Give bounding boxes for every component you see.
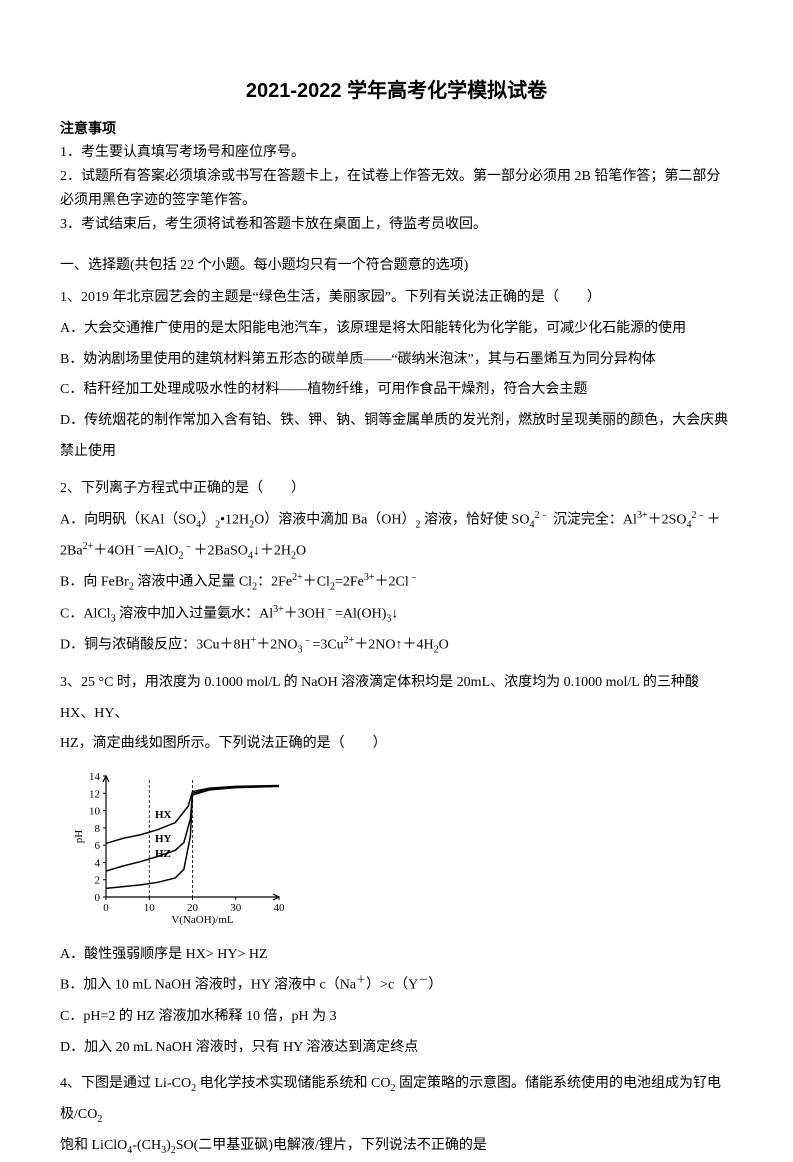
- t: ↓＋2H: [253, 544, 291, 559]
- svg-text:pH: pH: [73, 830, 85, 844]
- t: ）: [201, 512, 215, 527]
- notice-item-2: 2．试题所有答案必须填涂或书写在答题卡上，在试卷上作答无效。第一部分必须用 2B…: [60, 165, 733, 213]
- t: O: [296, 544, 306, 559]
- t: ）: [428, 978, 442, 993]
- q1-stem: 1、2019 年北京园艺会的主题是“绿色生活，美丽家园”。下列有关说法正确的是（…: [60, 283, 733, 314]
- q3-opt-a: A．酸性强弱顺序是 HX> HY> HZ: [60, 940, 733, 971]
- t: ＋2NO: [256, 638, 297, 653]
- t: A．向明矾（KAl（SO: [60, 512, 196, 527]
- q2-opt-a: A．向明矾（KAl（SO4）2•12H2O）溶液中滴加 Ba（OH）2 溶液，恰…: [60, 505, 733, 568]
- t: =3Cu: [312, 638, 343, 653]
- svg-text:HZ: HZ: [155, 848, 171, 860]
- svg-text:8: 8: [95, 823, 101, 835]
- t: ＋2NO↑＋4H: [354, 638, 433, 653]
- q2-opt-b: B．向 FeBr2 溶液中通入足量 Cl2：2Fe2+＋Cl2=2Fe3+＋2C…: [60, 567, 733, 598]
- t: C．AlCl: [60, 607, 111, 622]
- q3-opt-d: D．加入 20 mL NaOH 溶液时，只有 HY 溶液达到滴定终点: [60, 1033, 733, 1064]
- t: -(CH: [132, 1138, 161, 1153]
- t: =Al(OH): [335, 607, 386, 622]
- svg-text:10: 10: [144, 902, 156, 914]
- svg-text:14: 14: [89, 771, 101, 783]
- t: HZ，滴定曲线如图所示。下列说法正确的是（ ）: [60, 736, 387, 751]
- notice-heading: 注意事项: [60, 119, 733, 141]
- q1-opt-a: A．大会交通推广使用的是太阳能电池汽车，该原理是将太阳能转化为化学能，可减少化石…: [60, 314, 733, 345]
- q1-quote-text: 绿色生活，美丽家园: [259, 290, 385, 305]
- notice-item-3: 3．考试结束后，考生须将试卷和答题卡放在桌面上，待监考员收回。: [60, 213, 733, 237]
- t: ═AlO: [144, 544, 178, 559]
- svg-text:20: 20: [187, 902, 199, 914]
- q1-stem-prefix: 1、2019 年北京园艺会的主题是: [60, 290, 253, 305]
- t: 溶液，恰好使 SO: [421, 512, 530, 527]
- q4-stem: 4、下图是通过 Li-CO2 电化学技术实现储能系统和 CO2 固定策略的示意图…: [60, 1069, 733, 1161]
- t: B．加入 10 mL NaOH 溶液时，HY 溶液中 c（Na: [60, 978, 356, 993]
- t: ＋3OH: [284, 607, 325, 622]
- svg-text:40: 40: [274, 902, 286, 914]
- t: ）>c（Y: [366, 978, 418, 993]
- t: 溶液中通入足量 Cl: [134, 575, 252, 590]
- titration-chart: 0 2 4 6 8 10 12 14 0 10 20 30 40 HX HY HZ V(NaOH)/mL pH: [70, 770, 733, 933]
- notice-item-1: 1．考生要认真填写考场号和座位序号。: [60, 141, 733, 165]
- q2-opt-d: D．铜与浓硝酸反应：3Cu＋8H+＋2NO3﹣=3Cu2+＋2NO↑＋4H2O: [60, 630, 733, 661]
- t: SO(二甲基亚砜)电解液/锂片，下列说法不正确的是: [176, 1138, 487, 1153]
- svg-text:HX: HX: [155, 809, 172, 821]
- svg-text:0: 0: [95, 892, 101, 904]
- t: •12H: [220, 512, 249, 527]
- svg-text:0: 0: [103, 902, 109, 914]
- t: 4、下图是通过 Li-CO: [60, 1076, 191, 1091]
- q3-opt-c: C．pH=2 的 HZ 溶液加水稀释 10 倍，pH 为 3: [60, 1002, 733, 1033]
- t: ＋2Cl: [375, 575, 409, 590]
- t: ↓: [391, 607, 398, 622]
- t: ＋4OH: [93, 544, 134, 559]
- t: O）溶液中滴加 Ba（OH）: [254, 512, 415, 527]
- t: 溶液中加入过量氨水：Al: [116, 607, 274, 622]
- page-title: 2021-2022 学年高考化学模拟试卷: [60, 75, 733, 107]
- svg-text:4: 4: [95, 858, 101, 870]
- q3-opt-b: B．加入 10 mL NaOH 溶液时，HY 溶液中 c（Na＋）>c（Y－）: [60, 970, 733, 1001]
- t: O: [439, 638, 449, 653]
- q1-stem-suffix: 。下列有关说法正确的是（ ）: [391, 290, 601, 305]
- q1-opt-b: B．妫汭剧场里使用的建筑材料第五形态的碳单质——“碳纳米泡沫”，其与石墨烯互为同…: [60, 345, 733, 376]
- svg-text:HY: HY: [155, 833, 172, 845]
- t: 电化学技术实现储能系统和 CO: [196, 1076, 390, 1091]
- q2-stem: 2、下列离子方程式中正确的是（ ）: [60, 474, 733, 505]
- q1-opt-d: D．传统烟花的制作常加入含有铂、铁、钾、钠、铜等金属单质的发光剂，燃放时呈现美丽…: [60, 406, 733, 468]
- t: 饱和 LiClO: [60, 1138, 127, 1153]
- q2-opt-c: C．AlCl3 溶液中加入过量氨水：Al3+＋3OH﹣=Al(OH)3↓: [60, 599, 733, 630]
- q3-stem: 3、25 °C 时，用浓度为 0.1000 mol/L 的 NaOH 溶液滴定体…: [60, 668, 733, 760]
- q1-opt-c: C．秸秆经加工处理成吸水性的材料——植物纤维，可用作食品干燥剂，符合大会主题: [60, 375, 733, 406]
- svg-text:2: 2: [95, 875, 101, 887]
- svg-text:6: 6: [95, 840, 101, 852]
- svg-text:12: 12: [89, 788, 100, 800]
- t: 3、25 °C 时，用浓度为 0.1000 mol/L 的 NaOH 溶液滴定体…: [60, 675, 699, 721]
- t: ＋Cl: [303, 575, 330, 590]
- t: ：2Fe: [257, 575, 292, 590]
- t: =2Fe: [335, 575, 364, 590]
- t: ＋2SO: [648, 512, 687, 527]
- t: D．铜与浓硝酸反应：3Cu＋8H: [60, 638, 251, 653]
- svg-text:10: 10: [89, 806, 101, 818]
- t: 沉淀完全：Al: [549, 512, 637, 527]
- svg-text:V(NaOH)/mL: V(NaOH)/mL: [171, 914, 234, 925]
- chart-svg: 0 2 4 6 8 10 12 14 0 10 20 30 40 HX HY HZ V(NaOH)/mL pH: [70, 770, 285, 925]
- t: B．向 FeBr: [60, 575, 129, 590]
- t: ＋2BaSO: [193, 544, 247, 559]
- section-1-heading: 一、选择题(共包括 22 个小题。每小题均只有一个符合题意的选项): [60, 255, 733, 277]
- svg-text:30: 30: [230, 902, 242, 914]
